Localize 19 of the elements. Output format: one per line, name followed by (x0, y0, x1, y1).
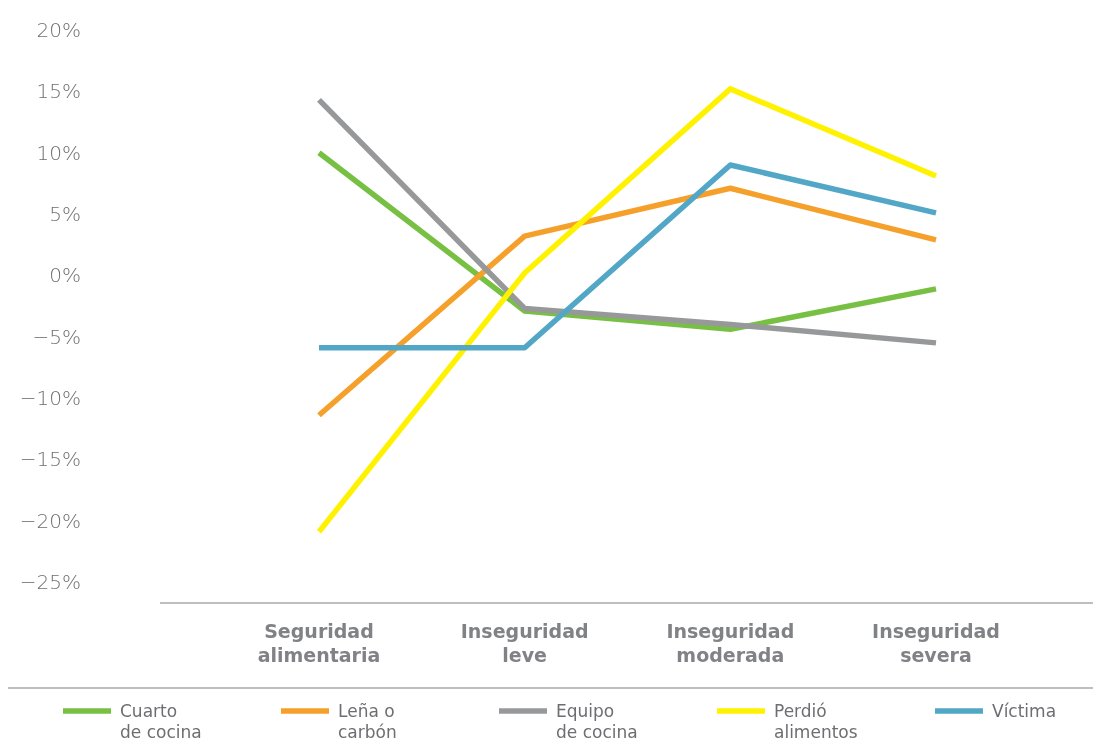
y-tick-label: −5% (32, 324, 81, 349)
y-tick-label: 5% (49, 202, 81, 227)
y-tick-label: −10% (19, 386, 81, 411)
legend-label: Leña o carbón (338, 701, 397, 742)
x-tick-label: Seguridad alimentaria (257, 620, 381, 666)
x-tick-label: Inseguridad moderada (666, 620, 795, 666)
legend-label: Perdió alimentos (774, 701, 858, 742)
x-tick-label: Inseguridad leve (460, 620, 589, 666)
legend-label: Equipo de cocina (556, 701, 638, 742)
y-tick-label: −25% (19, 570, 81, 595)
y-tick-label: 10% (36, 140, 81, 165)
y-tick-label: 20% (36, 18, 81, 42)
legend-label: Cuarto de cocina (120, 701, 202, 742)
y-tick-label: 0% (49, 263, 81, 288)
y-tick-label: −15% (19, 447, 81, 472)
y-tick-label: −20% (19, 508, 81, 533)
legend-label: Víctima (992, 701, 1057, 721)
x-tick-label: Inseguridad severa (872, 620, 1000, 666)
y-tick-label: 15% (36, 79, 81, 104)
